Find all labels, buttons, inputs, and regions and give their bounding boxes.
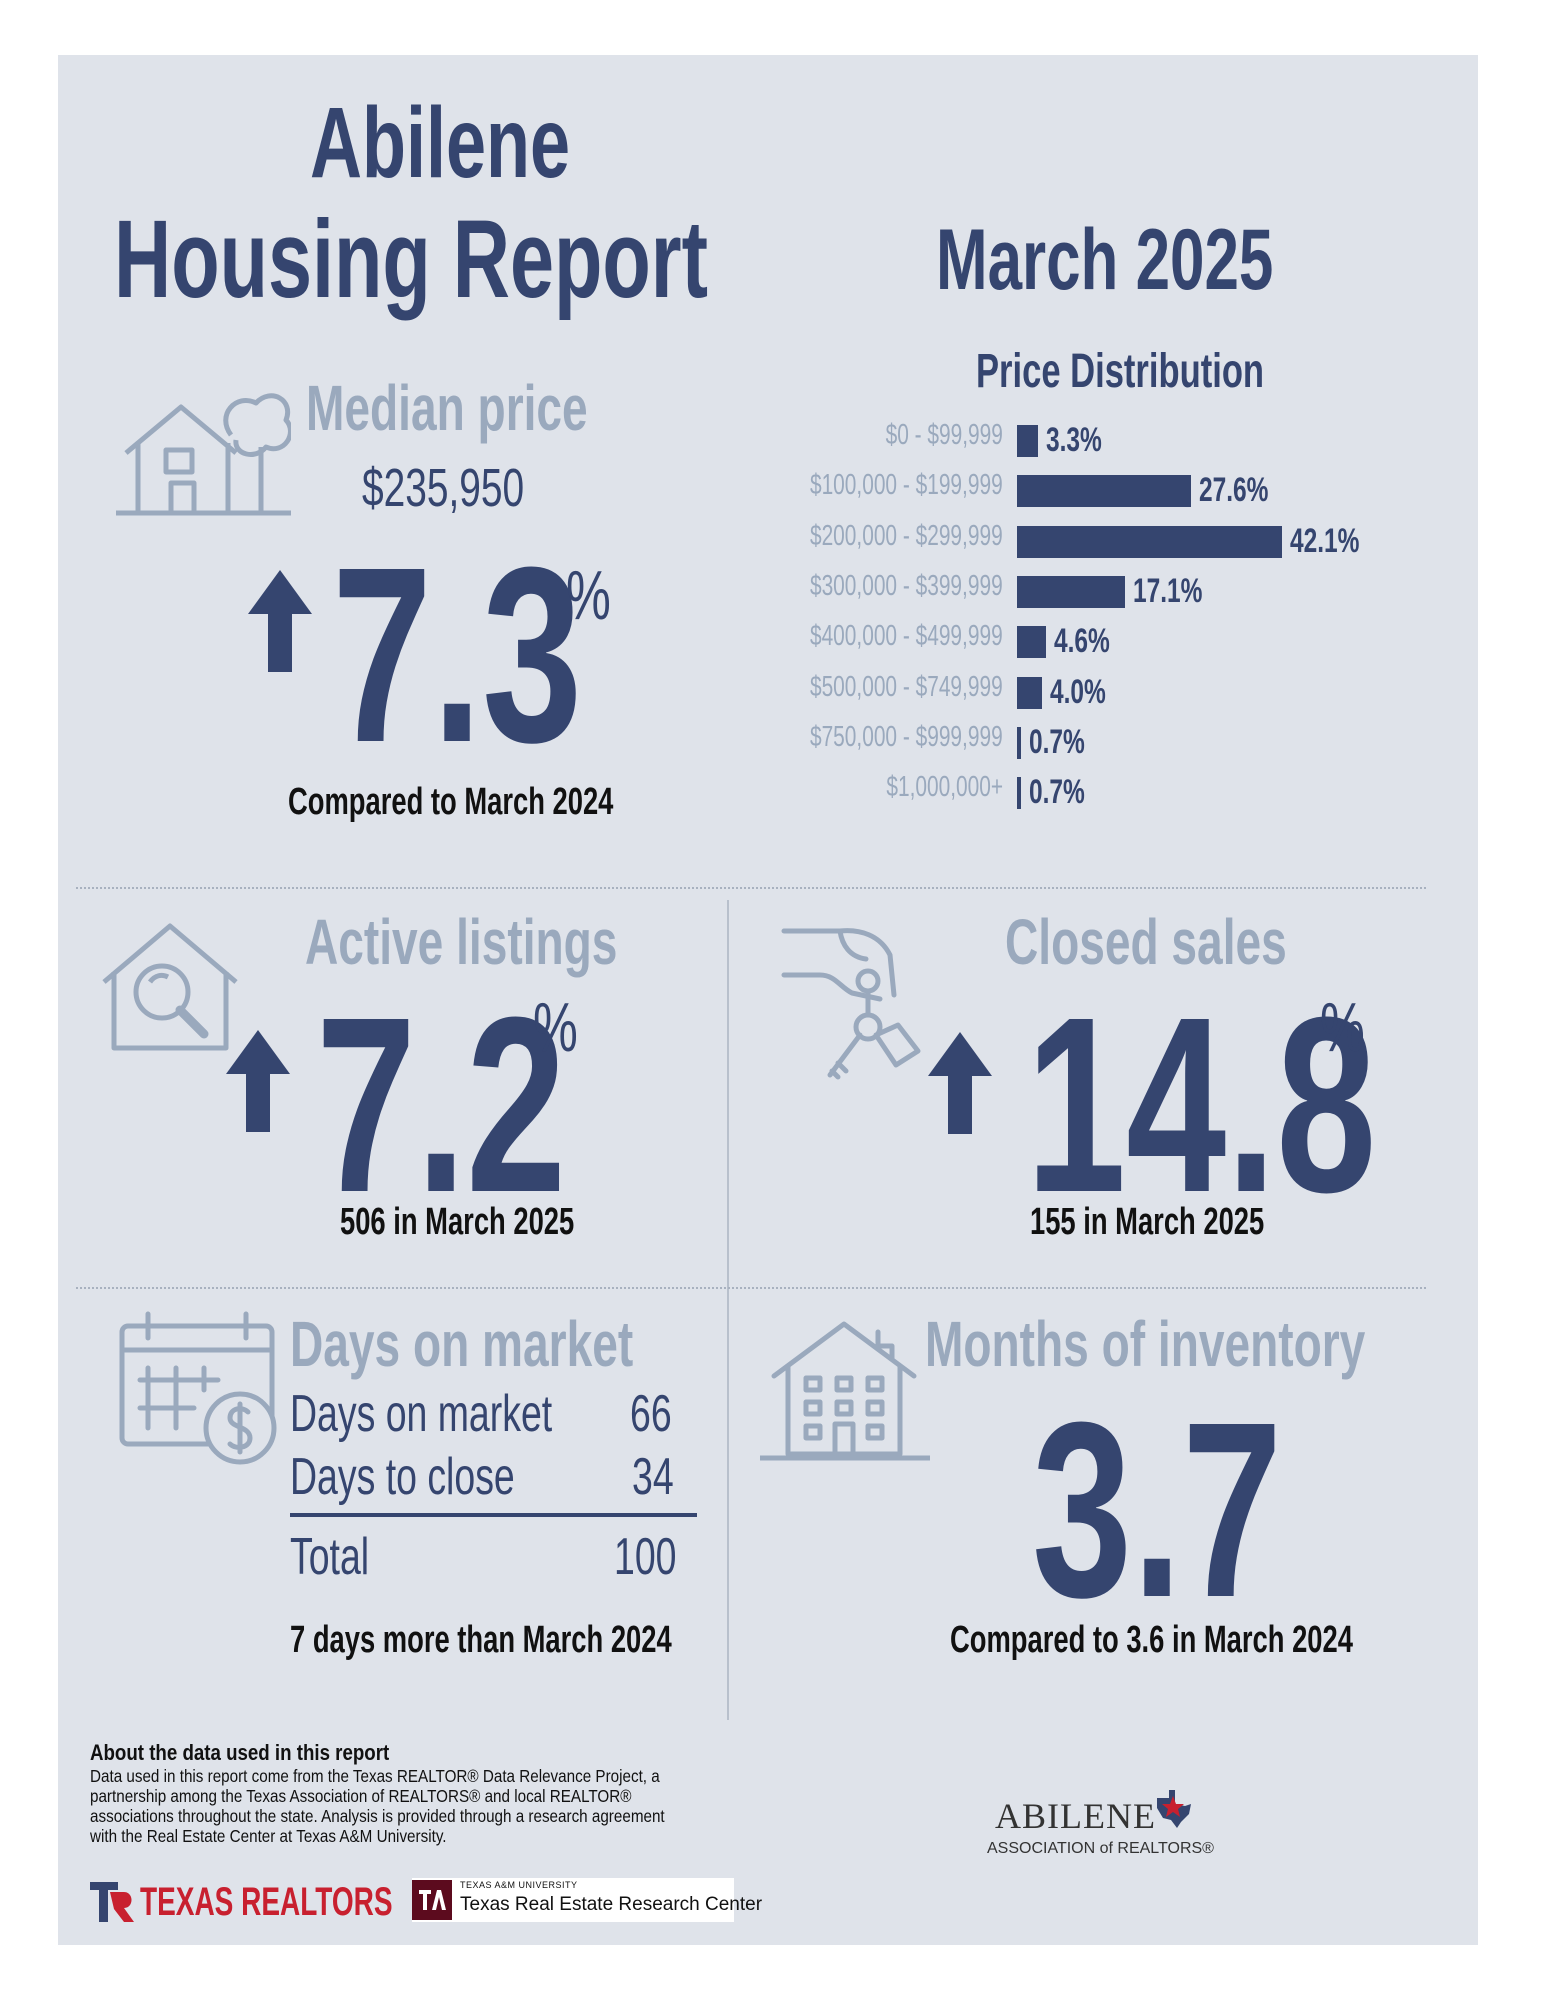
bar-value-label: 42.1% [1290, 521, 1360, 560]
report-title: Housing Report [114, 198, 708, 321]
abilene-association-logo: ABILENE ASSOCIATION of REALTORS® [985, 1790, 1225, 1866]
bar-value-label: 17.1% [1132, 571, 1203, 610]
days-to-close-value: 34 [632, 1448, 674, 1506]
tamu-logo: TEXAS A&M UNIVERSITY Texas Real Estate R… [412, 1878, 762, 1922]
texas-realtors-mark-icon [90, 1882, 134, 1922]
category-label: $0 - $99,999 [885, 419, 1003, 451]
bar-value-label: 3.3% [1045, 421, 1102, 459]
tamu-mark-icon [412, 1880, 452, 1920]
dom-row-label: Days on market [290, 1385, 553, 1443]
city-title: Abilene [310, 87, 571, 199]
category-label: $400,000 - $499,999 [810, 620, 1003, 653]
days-total-value: 100 [614, 1528, 677, 1586]
months-inventory-heading: Months of inventory [925, 1308, 1366, 1380]
dom-row-value: 66 [630, 1385, 672, 1443]
days-to-close-label: Days to close [290, 1448, 515, 1506]
bar-value-label: 4.0% [1050, 672, 1106, 711]
hand-keys-icon [780, 925, 930, 1090]
report-period: March 2025 [936, 212, 1274, 308]
texas-star-icon [1157, 1790, 1191, 1828]
days-on-market-heading: Days on market [290, 1308, 634, 1380]
median-price-value: $235,950 [362, 458, 525, 518]
price-bar [1017, 575, 1125, 608]
bar-value-label: 0.7% [1029, 722, 1086, 761]
category-label: $1,000,000+ [886, 771, 1003, 804]
median-price-pct: % [566, 556, 611, 634]
closed-sales-heading: Closed sales [1005, 906, 1287, 978]
median-price-note: Compared to March 2024 [288, 781, 614, 823]
price-bar [1017, 676, 1043, 709]
bar-value-label: 4.6% [1053, 622, 1110, 661]
median-price-change: 7.3 [332, 515, 583, 794]
category-label: $200,000 - $299,999 [810, 519, 1003, 552]
category-label: $100,000 - $199,999 [810, 469, 1003, 502]
active-listings-change: 7.2 [316, 965, 567, 1244]
category-label: $300,000 - $399,999 [810, 569, 1003, 602]
price-distribution-heading: Price Distribution [976, 345, 1265, 398]
price-bar [1017, 475, 1191, 508]
category-label: $750,000 - $999,999 [810, 720, 1003, 753]
divider-vertical [727, 900, 729, 1720]
bar-value-label: 0.7% [1029, 773, 1086, 812]
median-price-heading: Median price [306, 372, 588, 444]
closed-sales-note: 155 in March 2025 [1030, 1201, 1265, 1243]
divider-top [76, 887, 1426, 889]
active-listings-heading: Active listings [305, 906, 618, 978]
price-bar [1017, 726, 1022, 759]
house-search-icon [100, 920, 240, 1055]
days-on-market-note: 7 days more than March 2024 [290, 1619, 672, 1661]
days-total-label: Total [290, 1528, 370, 1586]
report-panel [58, 55, 1478, 1945]
active-listings-note: 506 in March 2025 [340, 1201, 575, 1243]
bar-value-label: 27.6% [1198, 471, 1269, 510]
house-tree-icon [116, 385, 291, 520]
months-inventory-value: 3.7 [1032, 1370, 1283, 1649]
months-inventory-note: Compared to 3.6 in March 2024 [950, 1619, 1353, 1661]
price-bar [1017, 777, 1022, 810]
category-label: $500,000 - $749,999 [810, 670, 1003, 703]
days-total-rule [290, 1513, 697, 1517]
price-bar [1017, 425, 1038, 457]
apartment-building-icon [760, 1318, 930, 1468]
calendar-dollar-icon [118, 1310, 278, 1470]
closed-sales-change: 14.8 [1026, 965, 1377, 1244]
closed-sales-pct: % [1320, 988, 1365, 1066]
active-listings-pct: % [533, 988, 578, 1066]
price-bar [1017, 525, 1282, 558]
about-title: About the data used in this report [90, 1740, 390, 1765]
about-text: Data used in this report come from the T… [90, 1766, 665, 1846]
price-bar [1017, 626, 1046, 659]
divider-middle [76, 1287, 1426, 1289]
